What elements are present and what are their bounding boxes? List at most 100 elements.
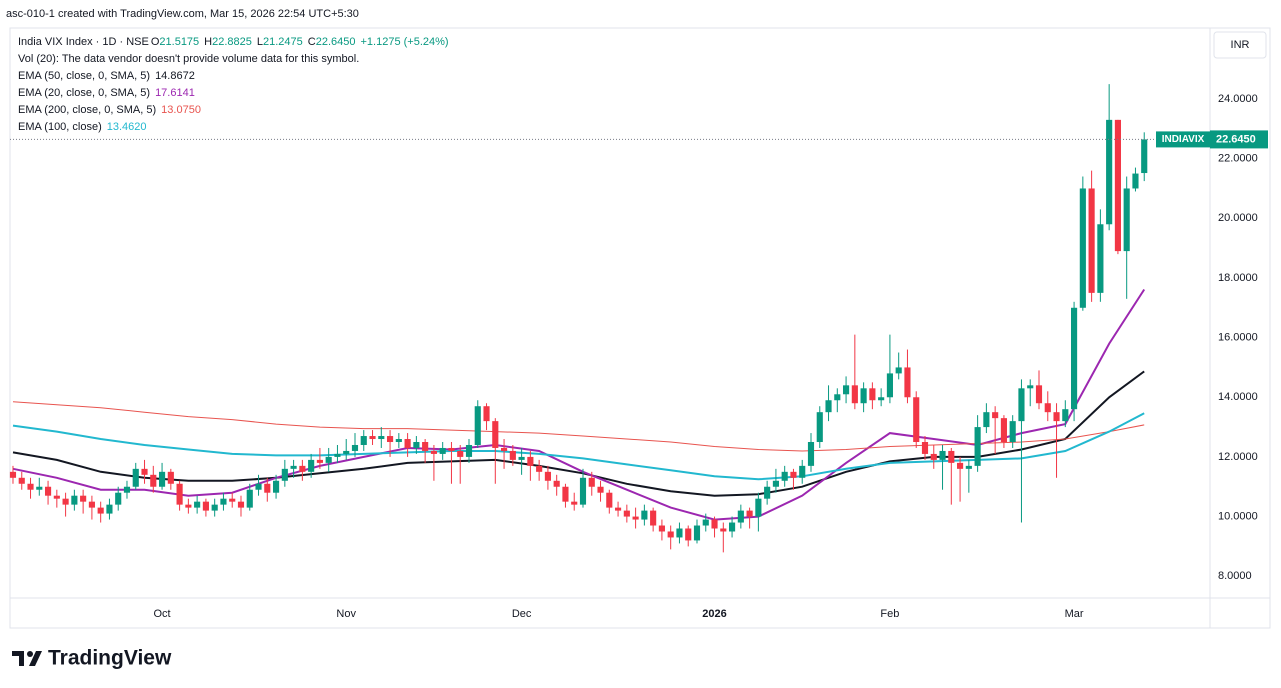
candle-body [167, 471, 174, 484]
candle-body [123, 486, 131, 493]
candle-body [606, 492, 613, 508]
candle-body [509, 450, 516, 460]
candle-body [904, 367, 911, 398]
candle-body [88, 501, 95, 508]
currency-box[interactable] [1213, 31, 1267, 59]
ema-name: EMA (200, close, 0, SMA, 5) [18, 104, 156, 116]
symbol-tag-text: INDIAVIX [1162, 134, 1205, 145]
candle-body [1044, 403, 1051, 413]
candle-body [281, 468, 288, 481]
candle-body [448, 447, 455, 451]
candle-body [1062, 409, 1069, 422]
candle-body [1053, 412, 1060, 422]
ema-value: 13.4620 [107, 121, 147, 133]
candle-body [378, 436, 385, 440]
candle-body [325, 456, 332, 463]
change: +1.1275 (+5.24%) [361, 36, 449, 48]
ema-value: 13.0750 [161, 104, 201, 116]
candle-body [9, 471, 17, 478]
ohlc-value: 22.8825 [212, 36, 252, 48]
candle-body [264, 483, 271, 493]
candle-body [851, 385, 858, 404]
currency[interactable]: INR [1231, 39, 1250, 51]
y-tick-label: 18.0000 [1218, 272, 1258, 284]
candle-body [597, 486, 604, 493]
candle-body [71, 495, 78, 505]
watermark: TradingView [48, 647, 172, 670]
ema-legend: EMA (20, close, 0, SMA, 5) 17.6141 [18, 87, 195, 99]
candle-body [176, 483, 183, 505]
candle-body [693, 525, 701, 541]
candle-body [825, 400, 832, 413]
ohlc-key: C [308, 36, 316, 48]
candle-body [36, 486, 43, 490]
candle-body [781, 471, 788, 481]
candle-body [202, 501, 209, 511]
candle-body [430, 450, 437, 454]
candle-body [1123, 188, 1130, 252]
y-tick-label: 14.0000 [1218, 391, 1258, 403]
candle-body [571, 501, 578, 505]
candle-body [229, 498, 236, 502]
candle-body [667, 531, 674, 538]
candle-body [18, 477, 25, 484]
x-tick-label: 2026 [702, 608, 726, 620]
candle-body [737, 510, 744, 523]
candle-body [343, 450, 350, 454]
candle-body [246, 489, 253, 508]
x-tick-label: Feb [880, 608, 899, 620]
candle-body [211, 504, 218, 511]
candle-body [1009, 421, 1016, 443]
candle-body [483, 406, 490, 422]
candle-body [729, 522, 736, 532]
candle-body [632, 516, 639, 520]
caption: asc-010-1 created with TradingView.com, … [6, 8, 359, 20]
candle-body [650, 510, 657, 526]
candle-body [439, 447, 446, 454]
symbol-tag [1156, 131, 1210, 148]
candle-body [1000, 418, 1007, 443]
candle-body [1018, 388, 1025, 422]
candle-body [272, 480, 280, 493]
candle-body [404, 439, 411, 448]
candle-body [386, 436, 394, 443]
chart-frame [9, 27, 1271, 629]
candle-body [711, 519, 718, 529]
ohlc-key: H [204, 36, 212, 48]
candle-body [939, 450, 946, 460]
candle-body [413, 442, 420, 448]
candle-body [360, 436, 367, 445]
candle-body [527, 456, 534, 466]
candle-body [974, 427, 981, 466]
ema-legend: EMA (200, close, 0, SMA, 5) 13.0750 [18, 104, 201, 116]
candle-body [1114, 119, 1121, 252]
y-tick-label: 12.0000 [1218, 451, 1258, 463]
candle-body [1097, 224, 1104, 293]
candle-body [1079, 188, 1086, 308]
symbol-legend: India VIX Index · 1D · NSE O21.5175 H22.88… [18, 36, 449, 48]
candle-body [255, 483, 262, 490]
candle-body [308, 459, 315, 472]
candle-body [886, 373, 893, 398]
candle-body [290, 465, 297, 469]
candle-body [957, 462, 964, 469]
candles [9, 84, 1148, 553]
candle-body [185, 504, 192, 508]
ema-line [12, 401, 1145, 452]
candle-body [141, 468, 148, 475]
candle-body [220, 498, 227, 505]
candle-body [992, 412, 999, 419]
candle-body [1035, 385, 1043, 404]
x-tick-label: Mar [1065, 608, 1084, 620]
candle-body [457, 450, 464, 457]
ema-legend: EMA (50, close, 0, SMA, 5) 14.8672 [18, 70, 195, 82]
candle-body [588, 477, 595, 487]
candle-body [1106, 119, 1113, 225]
candle-body [1027, 385, 1034, 389]
candle-body [878, 397, 885, 401]
candle-body [395, 439, 402, 443]
candle-body [834, 394, 841, 401]
candle-body [764, 486, 771, 499]
y-tick-label: 24.0000 [1218, 93, 1258, 105]
